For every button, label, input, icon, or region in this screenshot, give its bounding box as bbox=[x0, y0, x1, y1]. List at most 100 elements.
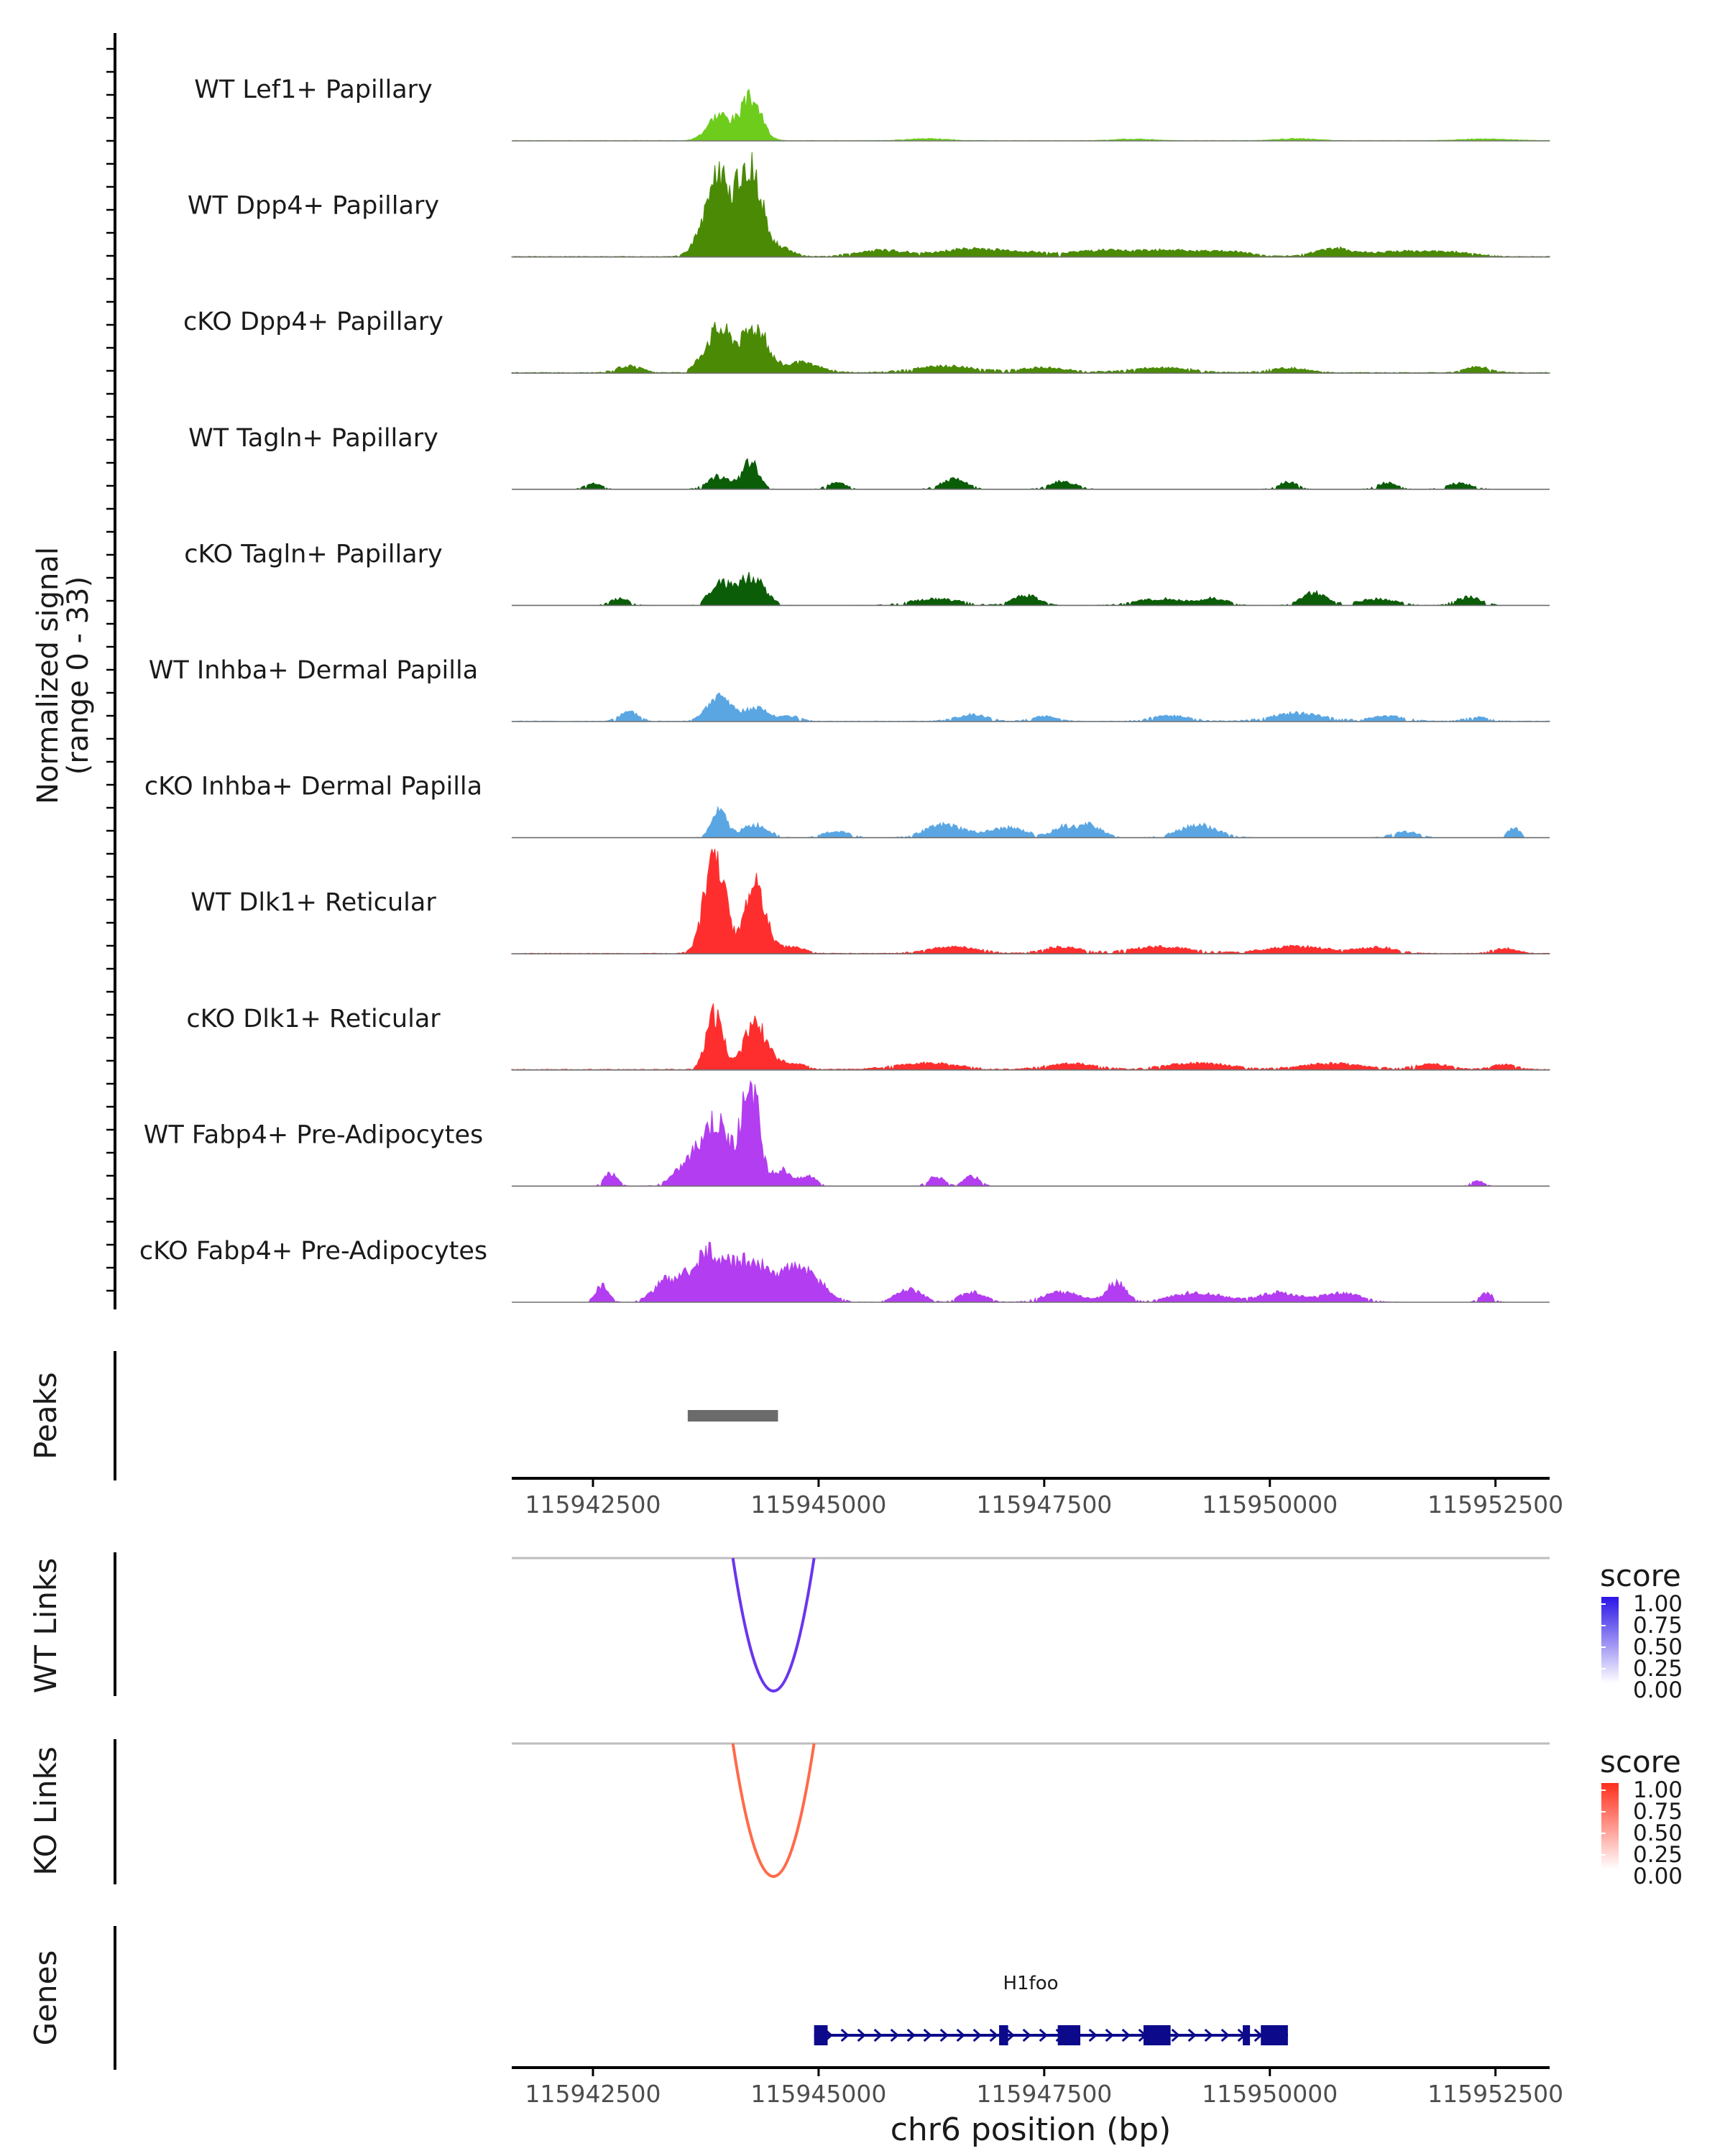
coverage-track: cKO Fabp4+ Pre-Adipocytes bbox=[139, 1237, 1550, 1304]
track-label: cKO Inhba+ Dermal Papilla bbox=[144, 773, 482, 801]
link-arc bbox=[731, 1557, 816, 1692]
track-label: WT Inhba+ Dermal Papilla bbox=[149, 656, 478, 685]
link-arc bbox=[731, 1743, 816, 1878]
wt-links-label: WT Links bbox=[28, 1558, 63, 1693]
strand-arrow bbox=[923, 2028, 932, 2042]
x-axis-bottom: 115942500 115945000 115947500 115950000 1159… bbox=[512, 2066, 1563, 2108]
coverage-track: WT Dlk1+ Reticular bbox=[190, 849, 1550, 955]
legend-tick-label: 0.00 bbox=[1633, 1864, 1683, 1889]
x-axis-tick-label: 115950000 bbox=[1202, 2080, 1338, 2108]
coverage-area bbox=[511, 692, 1550, 723]
gene-exon bbox=[999, 2025, 1008, 2045]
peaks-regions bbox=[687, 1410, 778, 1422]
legend-tick-label: 0.25 bbox=[1633, 1656, 1683, 1682]
coverage-ylabel-line1: Normalized signal bbox=[32, 547, 65, 804]
legend-tick-label: 0.00 bbox=[1633, 1677, 1683, 1703]
gene-name-label: H1foo bbox=[1003, 1973, 1058, 1994]
peak-region bbox=[687, 1410, 778, 1422]
strand-arrow bbox=[956, 2028, 965, 2042]
legend-tick-label: 0.50 bbox=[1633, 1634, 1683, 1660]
gene-exon bbox=[814, 2025, 828, 2045]
track-label: WT Tagln+ Papillary bbox=[188, 424, 438, 453]
x-axis-title: chr6 position (bp) bbox=[891, 2111, 1172, 2148]
strand-arrow bbox=[989, 2028, 998, 2042]
track-label: WT Lef1+ Papillary bbox=[194, 75, 433, 104]
strand-arrow bbox=[906, 2028, 916, 2042]
coverage-tracks: WT Lef1+ Papillary WT Dpp4+ Papillary cKO … bbox=[139, 75, 1550, 1304]
strand-arrow bbox=[1022, 2028, 1031, 2042]
x-axis-tick-label: 115947500 bbox=[976, 1491, 1112, 1519]
track-label: cKO Fabp4+ Pre-Adipocytes bbox=[139, 1237, 487, 1266]
strand-arrow bbox=[1187, 2028, 1197, 2042]
gene-model bbox=[814, 2025, 1288, 2045]
links-track bbox=[512, 1557, 1550, 1692]
x-axis-middle: 115942500 115945000 115947500 115950000 1159… bbox=[512, 1477, 1563, 1519]
coverage-track: WT Dpp4+ Papillary bbox=[188, 152, 1550, 258]
x-axis-tick-label: 115947500 bbox=[976, 2080, 1112, 2108]
strand-arrow bbox=[939, 2028, 949, 2042]
legend-tick-label: 0.75 bbox=[1633, 1613, 1683, 1639]
gene-exon bbox=[1143, 2025, 1171, 2045]
strand-arrow bbox=[840, 2028, 850, 2042]
x-axis-tick-label: 115945000 bbox=[750, 2080, 886, 2108]
gene-exon bbox=[1261, 2025, 1288, 2045]
coverage-track: cKO Inhba+ Dermal Papilla bbox=[144, 773, 1550, 839]
strand-arrow bbox=[1039, 2028, 1048, 2042]
legend-colorbar bbox=[1601, 1783, 1619, 1869]
strand-arrow bbox=[1121, 2028, 1131, 2042]
track-label: WT Dlk1+ Reticular bbox=[190, 888, 436, 917]
strand-arrow bbox=[890, 2028, 899, 2042]
coverage-track: WT Lef1+ Papillary bbox=[194, 75, 1550, 142]
x-axis-tick-label: 115942500 bbox=[525, 1491, 661, 1519]
score-legend: 1.000.750.500.250.00 bbox=[1601, 1777, 1683, 1889]
track-label: cKO Dpp4+ Papillary bbox=[183, 308, 443, 336]
coverage-track: WT Tagln+ Papillary bbox=[188, 424, 1550, 491]
legend-tick-label: 1.00 bbox=[1633, 1591, 1683, 1617]
x-axis-tick-label: 115942500 bbox=[525, 2080, 661, 2108]
strand-arrow bbox=[1204, 2028, 1213, 2042]
coverage-ylabel-line2: (range 0 - 33) bbox=[62, 576, 95, 775]
coverage-track: cKO Dpp4+ Papillary bbox=[183, 308, 1550, 374]
coverage-track: cKO Tagln+ Papillary bbox=[184, 540, 1550, 607]
strand-arrow bbox=[873, 2028, 883, 2042]
peaks-track-label: Peaks bbox=[28, 1372, 63, 1460]
track-label: cKO Tagln+ Papillary bbox=[184, 540, 443, 568]
track-label: cKO Dlk1+ Reticular bbox=[186, 1005, 441, 1033]
x-axis-tick-label: 115950000 bbox=[1202, 1491, 1338, 1519]
x-axis-tick-label: 115952500 bbox=[1427, 1491, 1563, 1519]
coverage-area bbox=[511, 849, 1550, 955]
legend-colorbar bbox=[1601, 1597, 1619, 1683]
legend-tick-label: 0.75 bbox=[1633, 1799, 1683, 1825]
x-axis-tick-label: 115945000 bbox=[750, 1491, 886, 1519]
ko-legend-title: score bbox=[1600, 1744, 1681, 1779]
gene-exon bbox=[1057, 2025, 1081, 2045]
strand-arrow bbox=[972, 2028, 982, 2042]
coverage-y-axis bbox=[106, 33, 116, 1309]
coverage-track: WT Fabp4+ Pre-Adipocytes bbox=[144, 1079, 1550, 1187]
links-track bbox=[512, 1742, 1550, 1878]
legend-tick-label: 1.00 bbox=[1633, 1777, 1683, 1803]
ko-links-label: KO Links bbox=[28, 1746, 63, 1876]
coverage-track: cKO Dlk1+ Reticular bbox=[186, 1003, 1550, 1072]
wt-legend-title: score bbox=[1600, 1558, 1681, 1593]
coverage-track: WT Inhba+ Dermal Papilla bbox=[149, 656, 1550, 723]
strand-arrow bbox=[1088, 2028, 1098, 2042]
legend-tick-label: 0.50 bbox=[1633, 1820, 1683, 1846]
genes-track-label: Genes bbox=[28, 1950, 63, 2046]
track-label: WT Dpp4+ Papillary bbox=[188, 192, 439, 221]
score-legends: 1.000.750.500.250.001.000.750.500.250.00 bbox=[1601, 1591, 1683, 1889]
links-tracks bbox=[512, 1557, 1550, 1878]
coverage-area bbox=[511, 152, 1550, 258]
strand-arrow bbox=[1171, 2028, 1180, 2042]
strand-arrow bbox=[857, 2028, 866, 2042]
score-legend: 1.000.750.500.250.00 bbox=[1601, 1591, 1683, 1703]
gene-exon bbox=[1243, 2025, 1251, 2045]
strand-arrow bbox=[1220, 2028, 1230, 2042]
strand-arrow bbox=[1006, 2028, 1015, 2042]
legend-tick-label: 0.25 bbox=[1633, 1842, 1683, 1868]
strand-arrow bbox=[1105, 2028, 1114, 2042]
x-axis-tick-label: 115952500 bbox=[1427, 2080, 1563, 2108]
track-label: WT Fabp4+ Pre-Adipocytes bbox=[144, 1120, 483, 1149]
